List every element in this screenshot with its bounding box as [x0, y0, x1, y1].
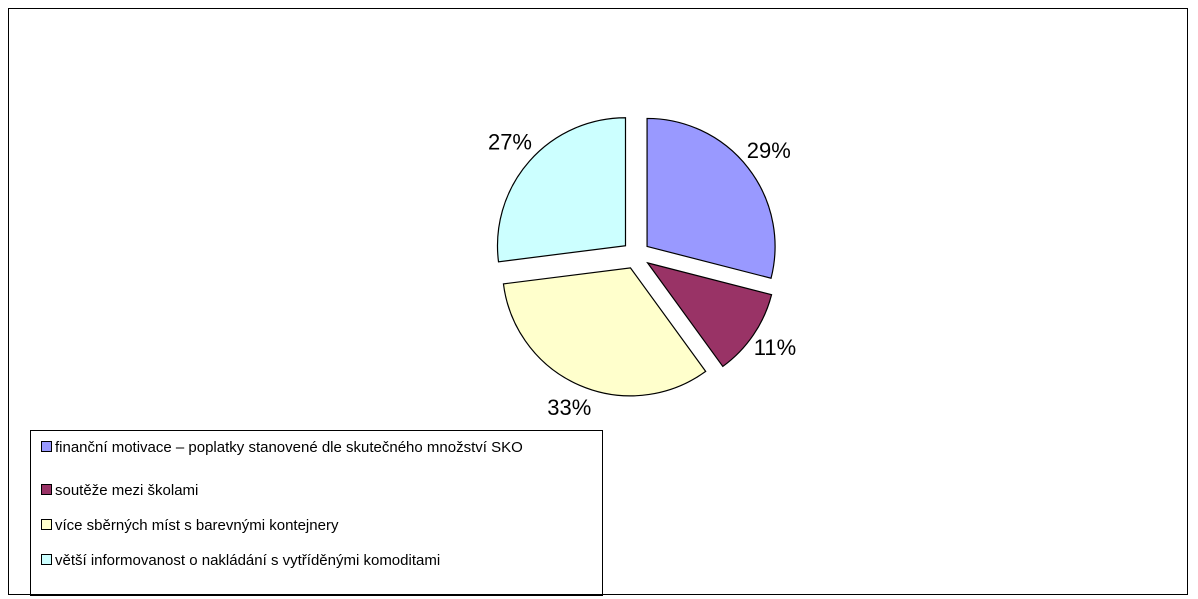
- chart-frame: [8, 8, 1188, 595]
- legend-swatch: [41, 441, 52, 452]
- legend: finanční motivace – poplatky stanovené d…: [30, 430, 603, 596]
- legend-entry: větší informovanost o nakládání s vytříd…: [41, 552, 581, 570]
- legend-label: větší informovanost o nakládání s vytříd…: [55, 552, 441, 569]
- data-label: 27%: [488, 130, 532, 155]
- legend-swatch: [41, 484, 52, 495]
- pie-slice: [646, 117, 776, 279]
- data-label: 33%: [547, 395, 591, 420]
- pie-slice: [646, 261, 773, 368]
- pie-slice: [496, 117, 627, 263]
- legend-entry: soutěže mezi školami: [41, 482, 581, 500]
- pie-slice: [502, 267, 707, 397]
- legend-entry: finanční motivace – poplatky stanovené d…: [41, 439, 581, 457]
- legend-label: více sběrných míst s barevnými kontejner…: [55, 517, 339, 534]
- legend-swatch: [41, 519, 52, 530]
- legend-label: finanční motivace – poplatky stanovené d…: [55, 439, 523, 456]
- data-label: 11%: [754, 335, 796, 360]
- legend-swatch: [41, 554, 52, 565]
- legend-label: soutěže mezi školami: [55, 482, 199, 499]
- data-label: 29%: [747, 138, 791, 163]
- legend-entry: více sběrných míst s barevnými kontejner…: [41, 517, 581, 535]
